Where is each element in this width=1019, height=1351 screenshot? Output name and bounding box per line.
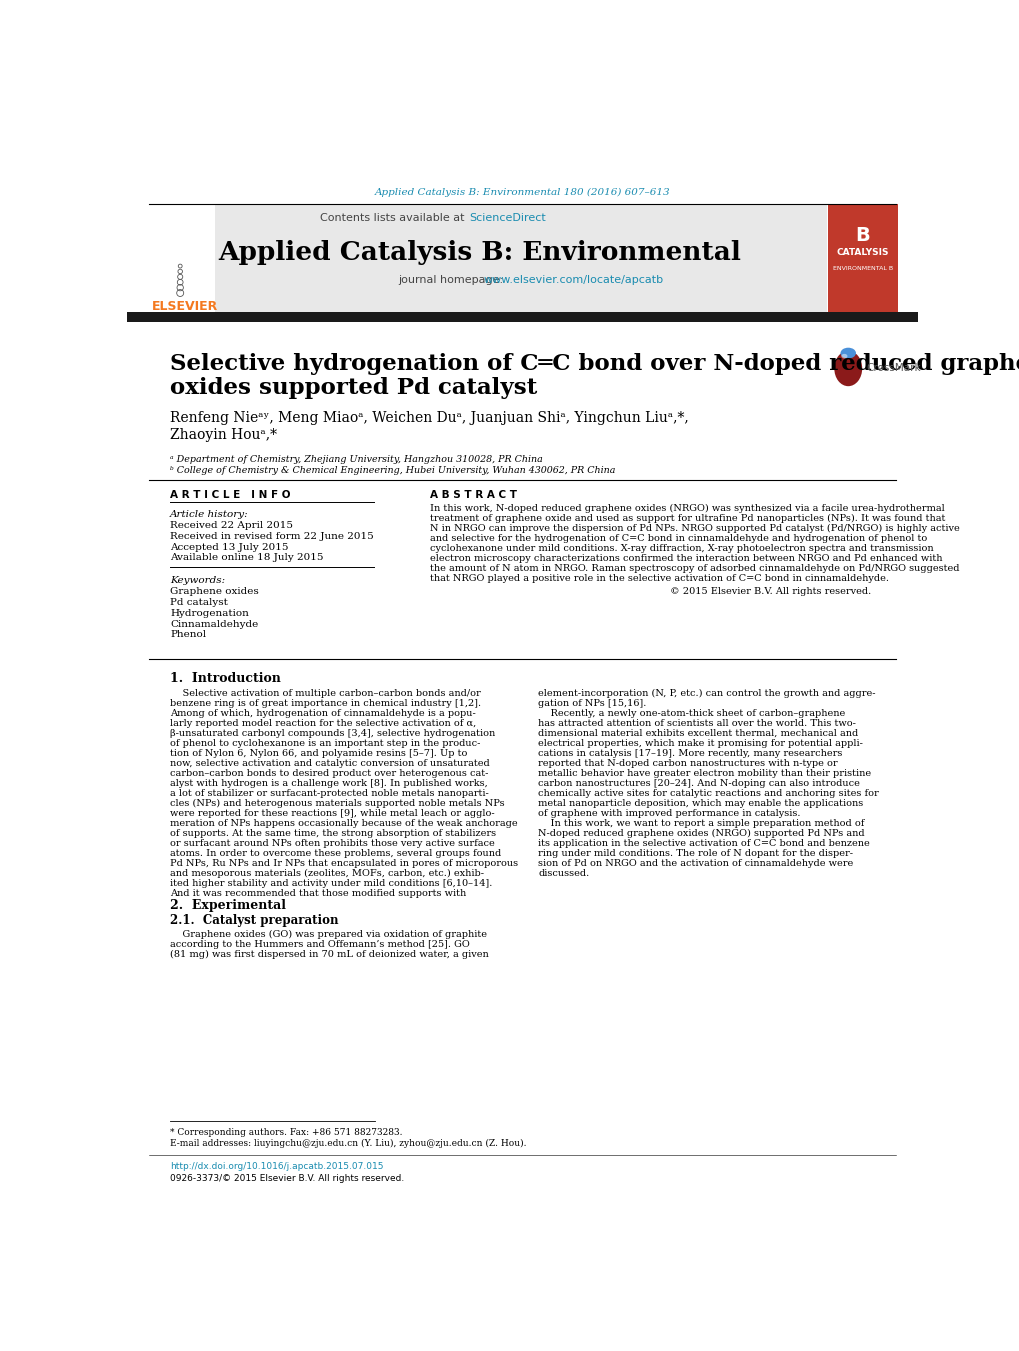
Text: sion of Pd on NRGO and the activation of cinnamaldehyde were: sion of Pd on NRGO and the activation of… — [538, 859, 853, 869]
Text: ited higher stability and activity under mild conditions [6,10–14].: ited higher stability and activity under… — [170, 880, 492, 888]
Text: 2.1.  Catalyst preparation: 2.1. Catalyst preparation — [170, 915, 338, 927]
Text: CATALYSIS: CATALYSIS — [836, 249, 889, 258]
Text: and mesoporous materials (zeolites, MOFs, carbon, etc.) exhib-: and mesoporous materials (zeolites, MOFs… — [170, 869, 484, 878]
Text: atoms. In order to overcome these problems, several groups found: atoms. In order to overcome these proble… — [170, 848, 501, 858]
Text: A B S T R A C T: A B S T R A C T — [429, 490, 517, 500]
Text: (81 mg) was first dispersed in 70 mL of deionized water, a given: (81 mg) was first dispersed in 70 mL of … — [170, 950, 488, 959]
Text: ᵇ College of Chemistry & Chemical Engineering, Hubei University, Wuhan 430062, P: ᵇ College of Chemistry & Chemical Engine… — [170, 466, 614, 474]
Text: Selective hydrogenation of C═C bond over N-doped reduced graphene: Selective hydrogenation of C═C bond over… — [170, 353, 1019, 374]
Text: benzene ring is of great importance in chemical industry [1,2].: benzene ring is of great importance in c… — [170, 698, 481, 708]
Text: metal nanoparticle deposition, which may enable the applications: metal nanoparticle deposition, which may… — [538, 798, 863, 808]
Ellipse shape — [834, 351, 861, 386]
Text: ScienceDirect: ScienceDirect — [469, 213, 545, 223]
Text: its application in the selective activation of C=C bond and benzene: its application in the selective activat… — [538, 839, 869, 848]
Text: now, selective activation and catalytic conversion of unsaturated: now, selective activation and catalytic … — [170, 759, 489, 767]
Text: journal homepage:: journal homepage: — [398, 276, 506, 285]
Text: larly reported model reaction for the selective activation of α,: larly reported model reaction for the se… — [170, 719, 476, 728]
Text: a lot of stabilizer or surfacant-protected noble metals nanoparti-: a lot of stabilizer or surfacant-protect… — [170, 789, 488, 798]
Text: Cinnamaldehyde: Cinnamaldehyde — [170, 620, 258, 628]
Text: Graphene oxides (GO) was prepared via oxidation of graphite: Graphene oxides (GO) was prepared via ox… — [170, 929, 487, 939]
Text: Keywords:: Keywords: — [170, 576, 225, 585]
Text: A R T I C L E   I N F O: A R T I C L E I N F O — [170, 490, 290, 500]
Text: ᵃ Department of Chemistry, Zhejiang University, Hangzhou 310028, PR China: ᵃ Department of Chemistry, Zhejiang Univ… — [170, 455, 542, 463]
FancyBboxPatch shape — [149, 204, 826, 312]
Text: And it was recommended that those modified supports with: And it was recommended that those modifi… — [170, 889, 466, 898]
Text: treatment of graphene oxide and used as support for ultrafine Pd nanoparticles (: treatment of graphene oxide and used as … — [429, 515, 945, 523]
Text: chemically active sites for catalytic reactions and anchoring sites for: chemically active sites for catalytic re… — [538, 789, 878, 798]
Text: Received 22 April 2015: Received 22 April 2015 — [170, 521, 292, 530]
Ellipse shape — [840, 347, 855, 358]
Text: carbon nanostructures [20–24]. And N-doping can also introduce: carbon nanostructures [20–24]. And N-dop… — [538, 780, 859, 788]
Text: Applied Catalysis B: Environmental 180 (2016) 607–613: Applied Catalysis B: Environmental 180 (… — [375, 188, 669, 197]
Text: discussed.: discussed. — [538, 869, 589, 878]
Text: www.elsevier.com/locate/apcatb: www.elsevier.com/locate/apcatb — [484, 276, 663, 285]
Text: according to the Hummers and Offemann’s method [25]. GO: according to the Hummers and Offemann’s … — [170, 940, 470, 948]
Text: that NRGO played a positive role in the selective activation of C=C bond in cinn: that NRGO played a positive role in the … — [429, 574, 888, 584]
Text: electrical properties, which make it promising for potential appli-: electrical properties, which make it pro… — [538, 739, 862, 748]
Text: Phenol: Phenol — [170, 631, 206, 639]
Text: Hydrogenation: Hydrogenation — [170, 609, 249, 617]
Ellipse shape — [841, 354, 847, 358]
Text: dimensional material exhibits excellent thermal, mechanical and: dimensional material exhibits excellent … — [538, 730, 858, 738]
Text: CrossMark: CrossMark — [865, 363, 920, 373]
Text: Article history:: Article history: — [170, 509, 249, 519]
FancyBboxPatch shape — [127, 312, 917, 322]
Text: http://dx.doi.org/10.1016/j.apcatb.2015.07.015: http://dx.doi.org/10.1016/j.apcatb.2015.… — [170, 1162, 383, 1171]
Text: alyst with hydrogen is a challenge work [8]. In published works,: alyst with hydrogen is a challenge work … — [170, 780, 487, 788]
Text: cyclohexanone under mild conditions. X-ray diffraction, X-ray photoelectron spec: cyclohexanone under mild conditions. X-r… — [429, 544, 932, 553]
Text: ring under mild conditions. The role of N dopant for the disper-: ring under mild conditions. The role of … — [538, 848, 853, 858]
Text: carbon–carbon bonds to desired product over heterogenous cat-: carbon–carbon bonds to desired product o… — [170, 769, 488, 778]
Text: has attracted attention of scientists all over the world. This two-: has attracted attention of scientists al… — [538, 719, 855, 728]
Text: 2.  Experimental: 2. Experimental — [170, 898, 286, 912]
Text: cles (NPs) and heterogenous materials supported noble metals NPs: cles (NPs) and heterogenous materials su… — [170, 798, 504, 808]
Text: Accepted 13 July 2015: Accepted 13 July 2015 — [170, 543, 288, 551]
Text: of graphene with improved performance in catalysis.: of graphene with improved performance in… — [538, 809, 800, 819]
Text: gation of NPs [15,16].: gation of NPs [15,16]. — [538, 698, 646, 708]
FancyBboxPatch shape — [827, 204, 897, 312]
Text: ELSEVIER: ELSEVIER — [152, 300, 218, 313]
Text: were reported for these reactions [9], while metal leach or agglo-: were reported for these reactions [9], w… — [170, 809, 494, 819]
Text: the amount of N atom in NRGO. Raman spectroscopy of adsorbed cinnamaldehyde on P: the amount of N atom in NRGO. Raman spec… — [429, 565, 958, 573]
Text: Among of which, hydrogenation of cinnamaldehyde is a popu-: Among of which, hydrogenation of cinnama… — [170, 709, 476, 717]
Text: N in NRGO can improve the dispersion of Pd NPs. NRGO supported Pd catalyst (Pd/N: N in NRGO can improve the dispersion of … — [429, 524, 959, 534]
Text: element-incorporation (N, P, etc.) can control the growth and aggre-: element-incorporation (N, P, etc.) can c… — [538, 689, 875, 698]
Text: of phenol to cyclohexanone is an important step in the produc-: of phenol to cyclohexanone is an importa… — [170, 739, 480, 748]
Text: tion of Nylon 6, Nylon 66, and polyamide resins [5–7]. Up to: tion of Nylon 6, Nylon 66, and polyamide… — [170, 748, 467, 758]
Text: Selective activation of multiple carbon–carbon bonds and/or: Selective activation of multiple carbon–… — [170, 689, 480, 698]
Text: Graphene oxides: Graphene oxides — [170, 588, 259, 596]
Text: Received in revised form 22 June 2015: Received in revised form 22 June 2015 — [170, 532, 374, 540]
Text: Available online 18 July 2015: Available online 18 July 2015 — [170, 554, 323, 562]
Text: ENVIRONMENTAL B: ENVIRONMENTAL B — [833, 266, 893, 272]
Text: B: B — [855, 226, 869, 245]
Text: 1.  Introduction: 1. Introduction — [170, 671, 280, 685]
FancyBboxPatch shape — [149, 204, 215, 312]
Text: E-mail addresses: liuyingchu@zju.edu.cn (Y. Liu), zyhou@zju.edu.cn (Z. Hou).: E-mail addresses: liuyingchu@zju.edu.cn … — [170, 1139, 526, 1147]
Text: Renfeng Nieᵃʸ, Meng Miaoᵃ, Weichen Duᵃ, Juanjuan Shiᵃ, Yingchun Liuᵃ,*,: Renfeng Nieᵃʸ, Meng Miaoᵃ, Weichen Duᵃ, … — [170, 411, 688, 424]
Text: metallic behavior have greater electron mobility than their pristine: metallic behavior have greater electron … — [538, 769, 870, 778]
Text: of supports. At the same time, the strong absorption of stabilizers: of supports. At the same time, the stron… — [170, 830, 496, 838]
Text: or surfacant around NPs often prohibits those very active surface: or surfacant around NPs often prohibits … — [170, 839, 494, 848]
Text: Zhaoyin Houᵃ,*: Zhaoyin Houᵃ,* — [170, 428, 277, 442]
Text: In this work, N-doped reduced graphene oxides (NRGO) was synthesized via a facil: In this work, N-doped reduced graphene o… — [429, 504, 944, 513]
Text: © 2015 Elsevier B.V. All rights reserved.: © 2015 Elsevier B.V. All rights reserved… — [669, 588, 870, 596]
Text: and selective for the hydrogenation of C=C bond in cinnamaldehyde and hydrogenat: and selective for the hydrogenation of C… — [429, 534, 926, 543]
Text: oxides supported Pd catalyst: oxides supported Pd catalyst — [170, 377, 537, 399]
Text: cations in catalysis [17–19]. More recently, many researchers: cations in catalysis [17–19]. More recen… — [538, 748, 842, 758]
Text: * Corresponding authors. Fax: +86 571 88273283.: * Corresponding authors. Fax: +86 571 88… — [170, 1128, 403, 1136]
Text: β-unsaturated carbonyl compounds [3,4], selective hydrogenation: β-unsaturated carbonyl compounds [3,4], … — [170, 730, 495, 738]
Text: Pd NPs, Ru NPs and Ir NPs that encapsulated in pores of microporous: Pd NPs, Ru NPs and Ir NPs that encapsula… — [170, 859, 518, 869]
Text: meration of NPs happens occasionally because of the weak anchorage: meration of NPs happens occasionally bec… — [170, 819, 518, 828]
Text: reported that N-doped carbon nanostructures with n-type or: reported that N-doped carbon nanostructu… — [538, 759, 837, 767]
Text: N-doped reduced graphene oxides (NRGO) supported Pd NPs and: N-doped reduced graphene oxides (NRGO) s… — [538, 830, 864, 838]
Text: Recently, a newly one-atom-thick sheet of carbon–graphene: Recently, a newly one-atom-thick sheet o… — [538, 709, 845, 717]
Text: Pd catalyst: Pd catalyst — [170, 598, 228, 607]
Text: Contents lists available at: Contents lists available at — [320, 213, 468, 223]
Text: 0926-3373/© 2015 Elsevier B.V. All rights reserved.: 0926-3373/© 2015 Elsevier B.V. All right… — [170, 1174, 404, 1183]
Text: In this work, we want to report a simple preparation method of: In this work, we want to report a simple… — [538, 819, 864, 828]
Text: electron microscopy characterizations confirmed the interaction between NRGO and: electron microscopy characterizations co… — [429, 554, 942, 563]
Text: Applied Catalysis B: Environmental: Applied Catalysis B: Environmental — [218, 240, 741, 266]
